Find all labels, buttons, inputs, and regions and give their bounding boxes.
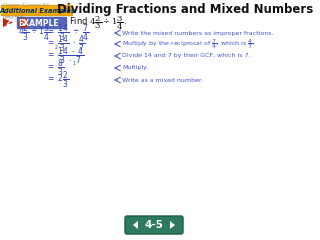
Text: OBJECTIVE: OBJECTIVE	[3, 16, 25, 20]
Text: $=\ \dfrac{14}{3}\ \cdot\ \dfrac{4}{7}$: $=\ \dfrac{14}{3}\ \cdot\ \dfrac{4}{7}$	[46, 34, 86, 54]
Text: EXAMPLE: EXAMPLE	[19, 18, 59, 28]
Text: $=\ \dfrac{14\ \cdot\ 4}{3\ \cdot\ 7}$: $=\ \dfrac{14\ \cdot\ 4}{3\ \cdot\ 7}$	[46, 46, 85, 66]
Text: 1: 1	[72, 61, 75, 66]
FancyBboxPatch shape	[1, 5, 73, 16]
Text: Chapter 3 Lesson 4-5: Chapter 3 Lesson 4-5	[3, 3, 50, 7]
Circle shape	[19, 19, 28, 27]
Text: Write the mixed numbers as improper fractions.: Write the mixed numbers as improper frac…	[122, 30, 274, 36]
Text: 2: 2	[55, 45, 58, 50]
Text: Write as a mixed number.: Write as a mixed number.	[122, 78, 203, 83]
Text: Divide 14 and 7 by their GCF, which is 7.: Divide 14 and 7 by their GCF, which is 7…	[122, 54, 251, 59]
Text: Dividing Fractions and Mixed Numbers: Dividing Fractions and Mixed Numbers	[57, 3, 313, 16]
Text: Find $4\dfrac{2}{3} \div 1\dfrac{3}{4}$.: Find $4\dfrac{2}{3} \div 1\dfrac{3}{4}$.	[69, 14, 127, 32]
Polygon shape	[3, 18, 13, 27]
FancyBboxPatch shape	[125, 216, 183, 234]
Polygon shape	[133, 221, 138, 229]
Text: Additional Examples: Additional Examples	[0, 7, 75, 13]
Text: Multiply.: Multiply.	[122, 66, 148, 71]
Text: 2: 2	[5, 18, 12, 27]
Polygon shape	[170, 221, 175, 229]
Text: $=\ 2\dfrac{2}{3}$: $=\ 2\dfrac{2}{3}$	[46, 70, 69, 90]
Text: $=\ \dfrac{8}{3}$: $=\ \dfrac{8}{3}$	[46, 58, 65, 78]
Text: $=\ \dfrac{14}{3}\ \div\ \dfrac{7}{4}$: $=\ \dfrac{14}{3}\ \div\ \dfrac{7}{4}$	[46, 23, 90, 43]
Text: $\div\ 1\dfrac{3}{4}$: $\div\ 1\dfrac{3}{4}$	[30, 23, 51, 43]
Text: Multiply by the reciprocal of $\dfrac{7}{4}$, which is $\dfrac{4}{7}$.: Multiply by the reciprocal of $\dfrac{7}…	[122, 37, 255, 51]
Text: 2: 2	[21, 20, 26, 26]
Text: 4-5: 4-5	[145, 220, 164, 230]
FancyBboxPatch shape	[17, 17, 67, 29]
Text: $4\dfrac{2}{3}$: $4\dfrac{2}{3}$	[18, 23, 30, 43]
